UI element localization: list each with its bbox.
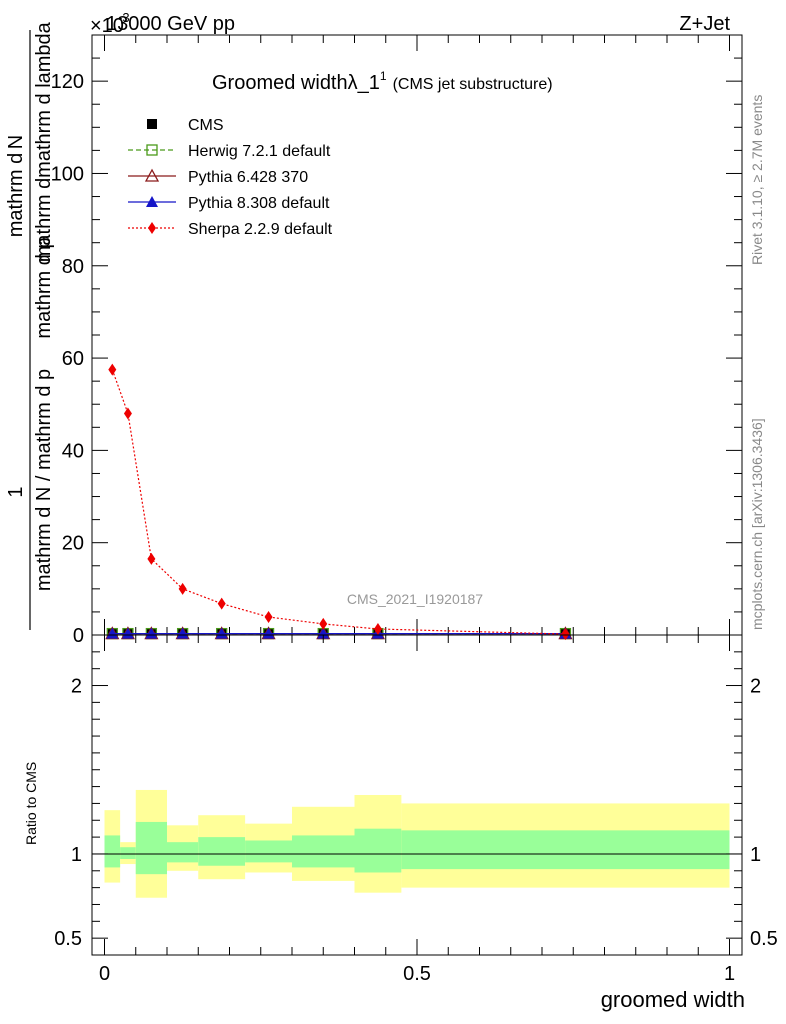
ratio-band-green: [198, 837, 246, 866]
ratio-panel: 0.5 0.51 12 2 0 0.5 1: [54, 634, 778, 985]
data-point: [561, 628, 570, 641]
ratio-bands: [104, 789, 730, 898]
main-ytick-label: 40: [62, 440, 84, 462]
main-ytick-label: 20: [62, 533, 84, 555]
ylabel-denominator-2: mathrm d p: [33, 237, 55, 338]
title-main: Groomed widthλ_1: [212, 72, 380, 94]
series-4: [108, 363, 570, 641]
data-point: [176, 627, 189, 639]
series-3: [106, 627, 572, 639]
ratio-band-green: [401, 830, 730, 870]
ratio-band-green: [135, 821, 167, 875]
ratio-y-label: Ratio to CMS: [23, 762, 39, 845]
legend-item: Pythia 6.428 370: [128, 168, 308, 186]
data-point: [121, 627, 134, 639]
title-sup: 1: [380, 69, 387, 83]
legend-item: Pythia 8.308 default: [128, 195, 330, 212]
energy-label: 13000 GeV pp: [106, 13, 235, 35]
ratio-xtick-label: 1: [724, 963, 735, 985]
ratio-x-axis: 0 0.5 1: [99, 635, 735, 985]
ylabel-upper-a: mathrm d: [5, 153, 27, 237]
rivet-label: Rivet 3.1.10, ≥ 2.7M events: [749, 95, 765, 265]
ylabel-upper-b: N: [5, 135, 27, 149]
data-point: [147, 552, 156, 565]
legend-label: Pythia 8.308 default: [188, 195, 330, 212]
ratio-band-green: [104, 835, 121, 868]
y-axis-label: 1 mathrm d N / mathrm d p mathrm d p mat…: [5, 21, 55, 630]
legend-item: Sherpa 2.2.9 default: [128, 221, 333, 238]
legend-marker: [146, 144, 158, 156]
ylabel-right: mathrm d lambda: [33, 21, 55, 177]
legend-label: Sherpa 2.2.9 default: [188, 221, 333, 238]
series-layer: [105, 363, 573, 641]
legend-label: CMS: [188, 117, 224, 134]
legend-label: Pythia 6.428 370: [188, 169, 308, 186]
main-ytick-label: 80: [62, 256, 84, 278]
data-point: [262, 627, 275, 639]
data-point: [217, 597, 226, 610]
data-point: [319, 617, 328, 630]
ratio-xtick-label: 0.5: [403, 963, 431, 985]
data-point: [123, 407, 132, 420]
ratio-y-axis: 0.5 0.5 1 1 2 2: [54, 651, 778, 950]
series-line: [111, 369, 566, 635]
data-point: [145, 627, 158, 639]
legend-marker: [148, 222, 156, 234]
analysis-label: CMS_2021_I1920187: [347, 591, 483, 607]
ratio-band-green: [354, 828, 402, 873]
main-y-axis: 0 20 40 60 80 100 120: [51, 34, 742, 647]
x-axis-label: groomed width: [601, 987, 745, 1012]
ratio-ytick-label: 2: [71, 676, 82, 698]
legend-marker: [144, 168, 160, 182]
legend: CMS Herwig 7.2.1 default Pythia 6.428 370 P…: [128, 117, 333, 238]
ratio-ytick-label-right: 0.5: [750, 928, 778, 950]
ratio-ytick-label-right: 1: [750, 844, 761, 866]
y-exponent: ×10: [90, 15, 124, 37]
main-ytick-label: 0: [73, 625, 84, 647]
legend-item: Herwig 7.2.1 default: [128, 143, 331, 160]
ratio-xtick-label: 0: [99, 963, 110, 985]
data-point: [178, 582, 187, 595]
ratio-ytick-label: 1: [71, 844, 82, 866]
data-point: [373, 623, 382, 635]
ylabel-numerator: 1: [5, 486, 27, 497]
legend-label: Herwig 7.2.1 default: [188, 143, 331, 160]
ratio-band-green: [120, 847, 136, 859]
ylabel-denominator: mathrm d N / mathrm d p: [33, 369, 55, 591]
main-ytick-label: 60: [62, 348, 84, 370]
y-exponent-power: -3: [118, 10, 130, 25]
main-ytick-label: 100: [51, 163, 84, 185]
data-point: [317, 627, 330, 639]
ratio-band-green: [167, 842, 199, 863]
data-point: [108, 363, 117, 376]
legend-marker: [147, 119, 157, 129]
main-ytick-label: 120: [51, 71, 84, 93]
ratio-ytick-label-right: 2: [750, 676, 761, 698]
ratio-band-green: [245, 840, 292, 863]
ratio-ytick-label: 0.5: [54, 928, 82, 950]
plot-title: Groomed widthλ_11 (CMS jet substructure): [212, 69, 553, 94]
data-point: [106, 627, 119, 639]
data-point: [215, 627, 228, 639]
mcplots-label: mcplots.cern.ch [arXiv:1306.3436]: [749, 418, 765, 630]
legend-marker: [146, 196, 158, 207]
title-subtitle: (CMS jet substructure): [393, 76, 553, 93]
ratio-frame: [91, 634, 743, 956]
legend-item: CMS: [147, 117, 224, 134]
ratio-band-green: [292, 835, 355, 868]
data-point: [264, 611, 273, 623]
ylabel-mid: mathrm d: [33, 178, 55, 262]
process-label: Z+Jet: [679, 13, 730, 35]
